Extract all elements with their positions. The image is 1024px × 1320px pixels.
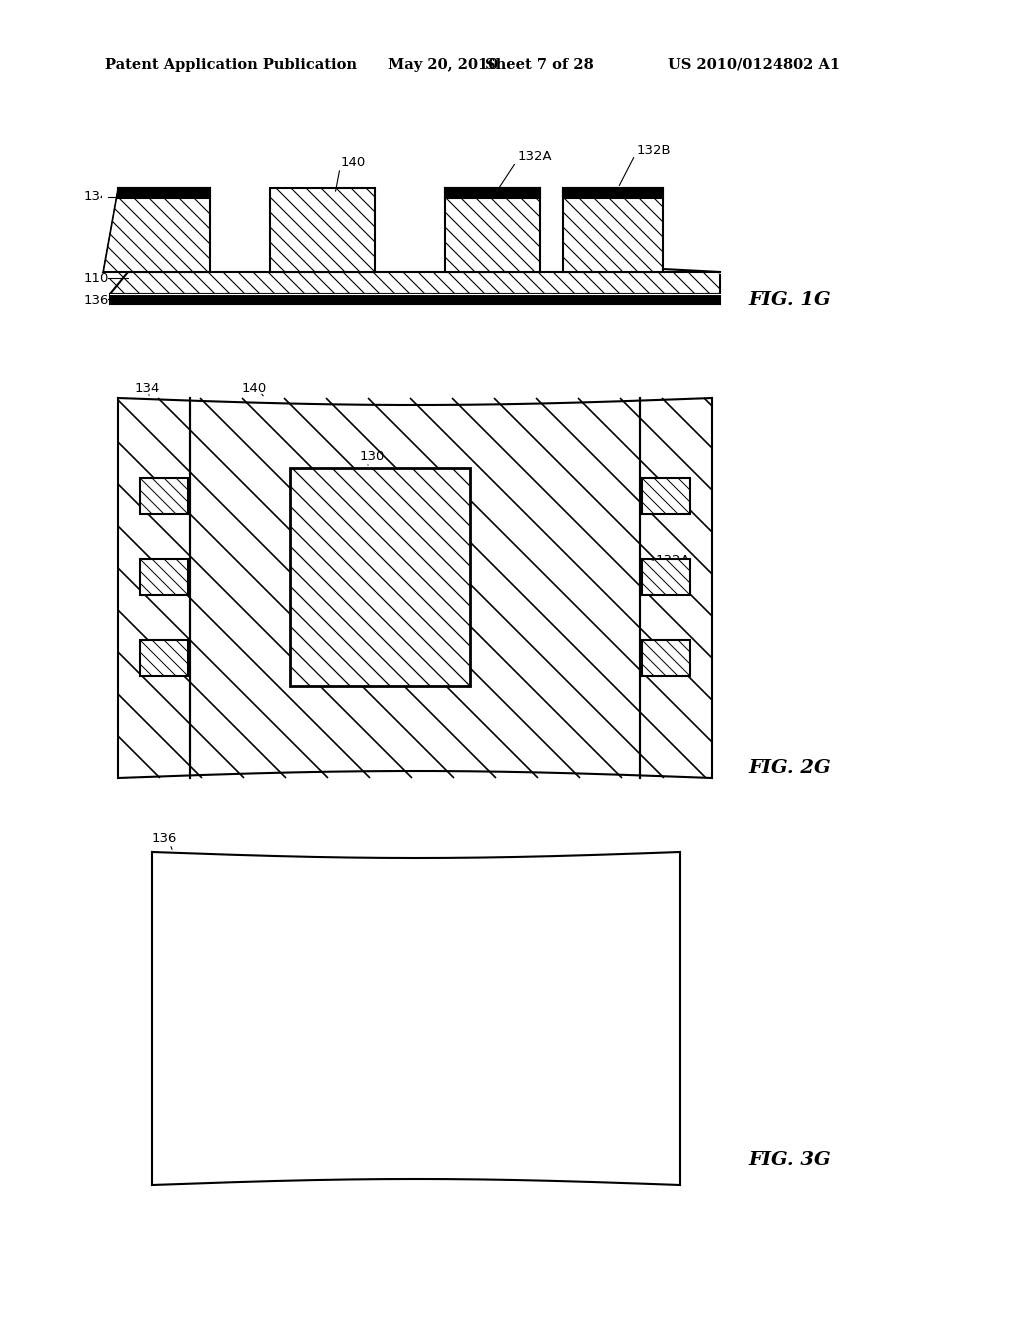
Text: 132B: 132B — [637, 144, 672, 157]
Bar — [640, 640, 690, 676]
Polygon shape — [103, 187, 210, 272]
Bar — [290, 469, 470, 686]
Bar — [118, 187, 210, 198]
Text: US 2010/0124802 A1: US 2010/0124802 A1 — [668, 58, 840, 73]
Polygon shape — [110, 294, 720, 304]
Bar — [152, 851, 680, 1185]
Text: 110: 110 — [84, 272, 110, 285]
Bar — [642, 558, 690, 595]
Bar — [140, 558, 188, 595]
Bar — [563, 187, 663, 272]
Bar — [270, 187, 375, 272]
Text: 136: 136 — [84, 293, 110, 306]
Bar — [640, 478, 690, 513]
Bar — [118, 399, 712, 777]
Bar — [140, 478, 190, 513]
Bar — [140, 478, 188, 513]
Bar — [140, 640, 190, 676]
Text: Patent Application Publication: Patent Application Publication — [105, 58, 357, 73]
Bar — [563, 187, 663, 198]
Polygon shape — [110, 272, 720, 294]
Bar — [642, 640, 690, 676]
Text: FIG. 2G: FIG. 2G — [748, 759, 830, 777]
Text: 140: 140 — [341, 157, 367, 169]
Bar — [642, 478, 690, 513]
Text: FIG. 3G: FIG. 3G — [748, 1151, 830, 1170]
Text: 132A: 132A — [518, 150, 553, 164]
Bar — [140, 640, 188, 676]
Text: 134: 134 — [135, 381, 161, 395]
Text: 130: 130 — [360, 450, 385, 462]
Text: 140: 140 — [242, 381, 267, 395]
Bar — [445, 187, 540, 198]
Text: 134: 134 — [84, 190, 110, 203]
Text: 136: 136 — [152, 832, 177, 845]
Text: Sheet 7 of 28: Sheet 7 of 28 — [485, 58, 594, 73]
Text: 132A: 132A — [656, 553, 690, 566]
Text: May 20, 2010: May 20, 2010 — [388, 58, 499, 73]
Polygon shape — [102, 187, 118, 273]
Bar — [445, 187, 540, 272]
Bar — [640, 558, 690, 595]
Text: FIG. 1G: FIG. 1G — [748, 290, 830, 309]
Bar — [140, 558, 190, 595]
